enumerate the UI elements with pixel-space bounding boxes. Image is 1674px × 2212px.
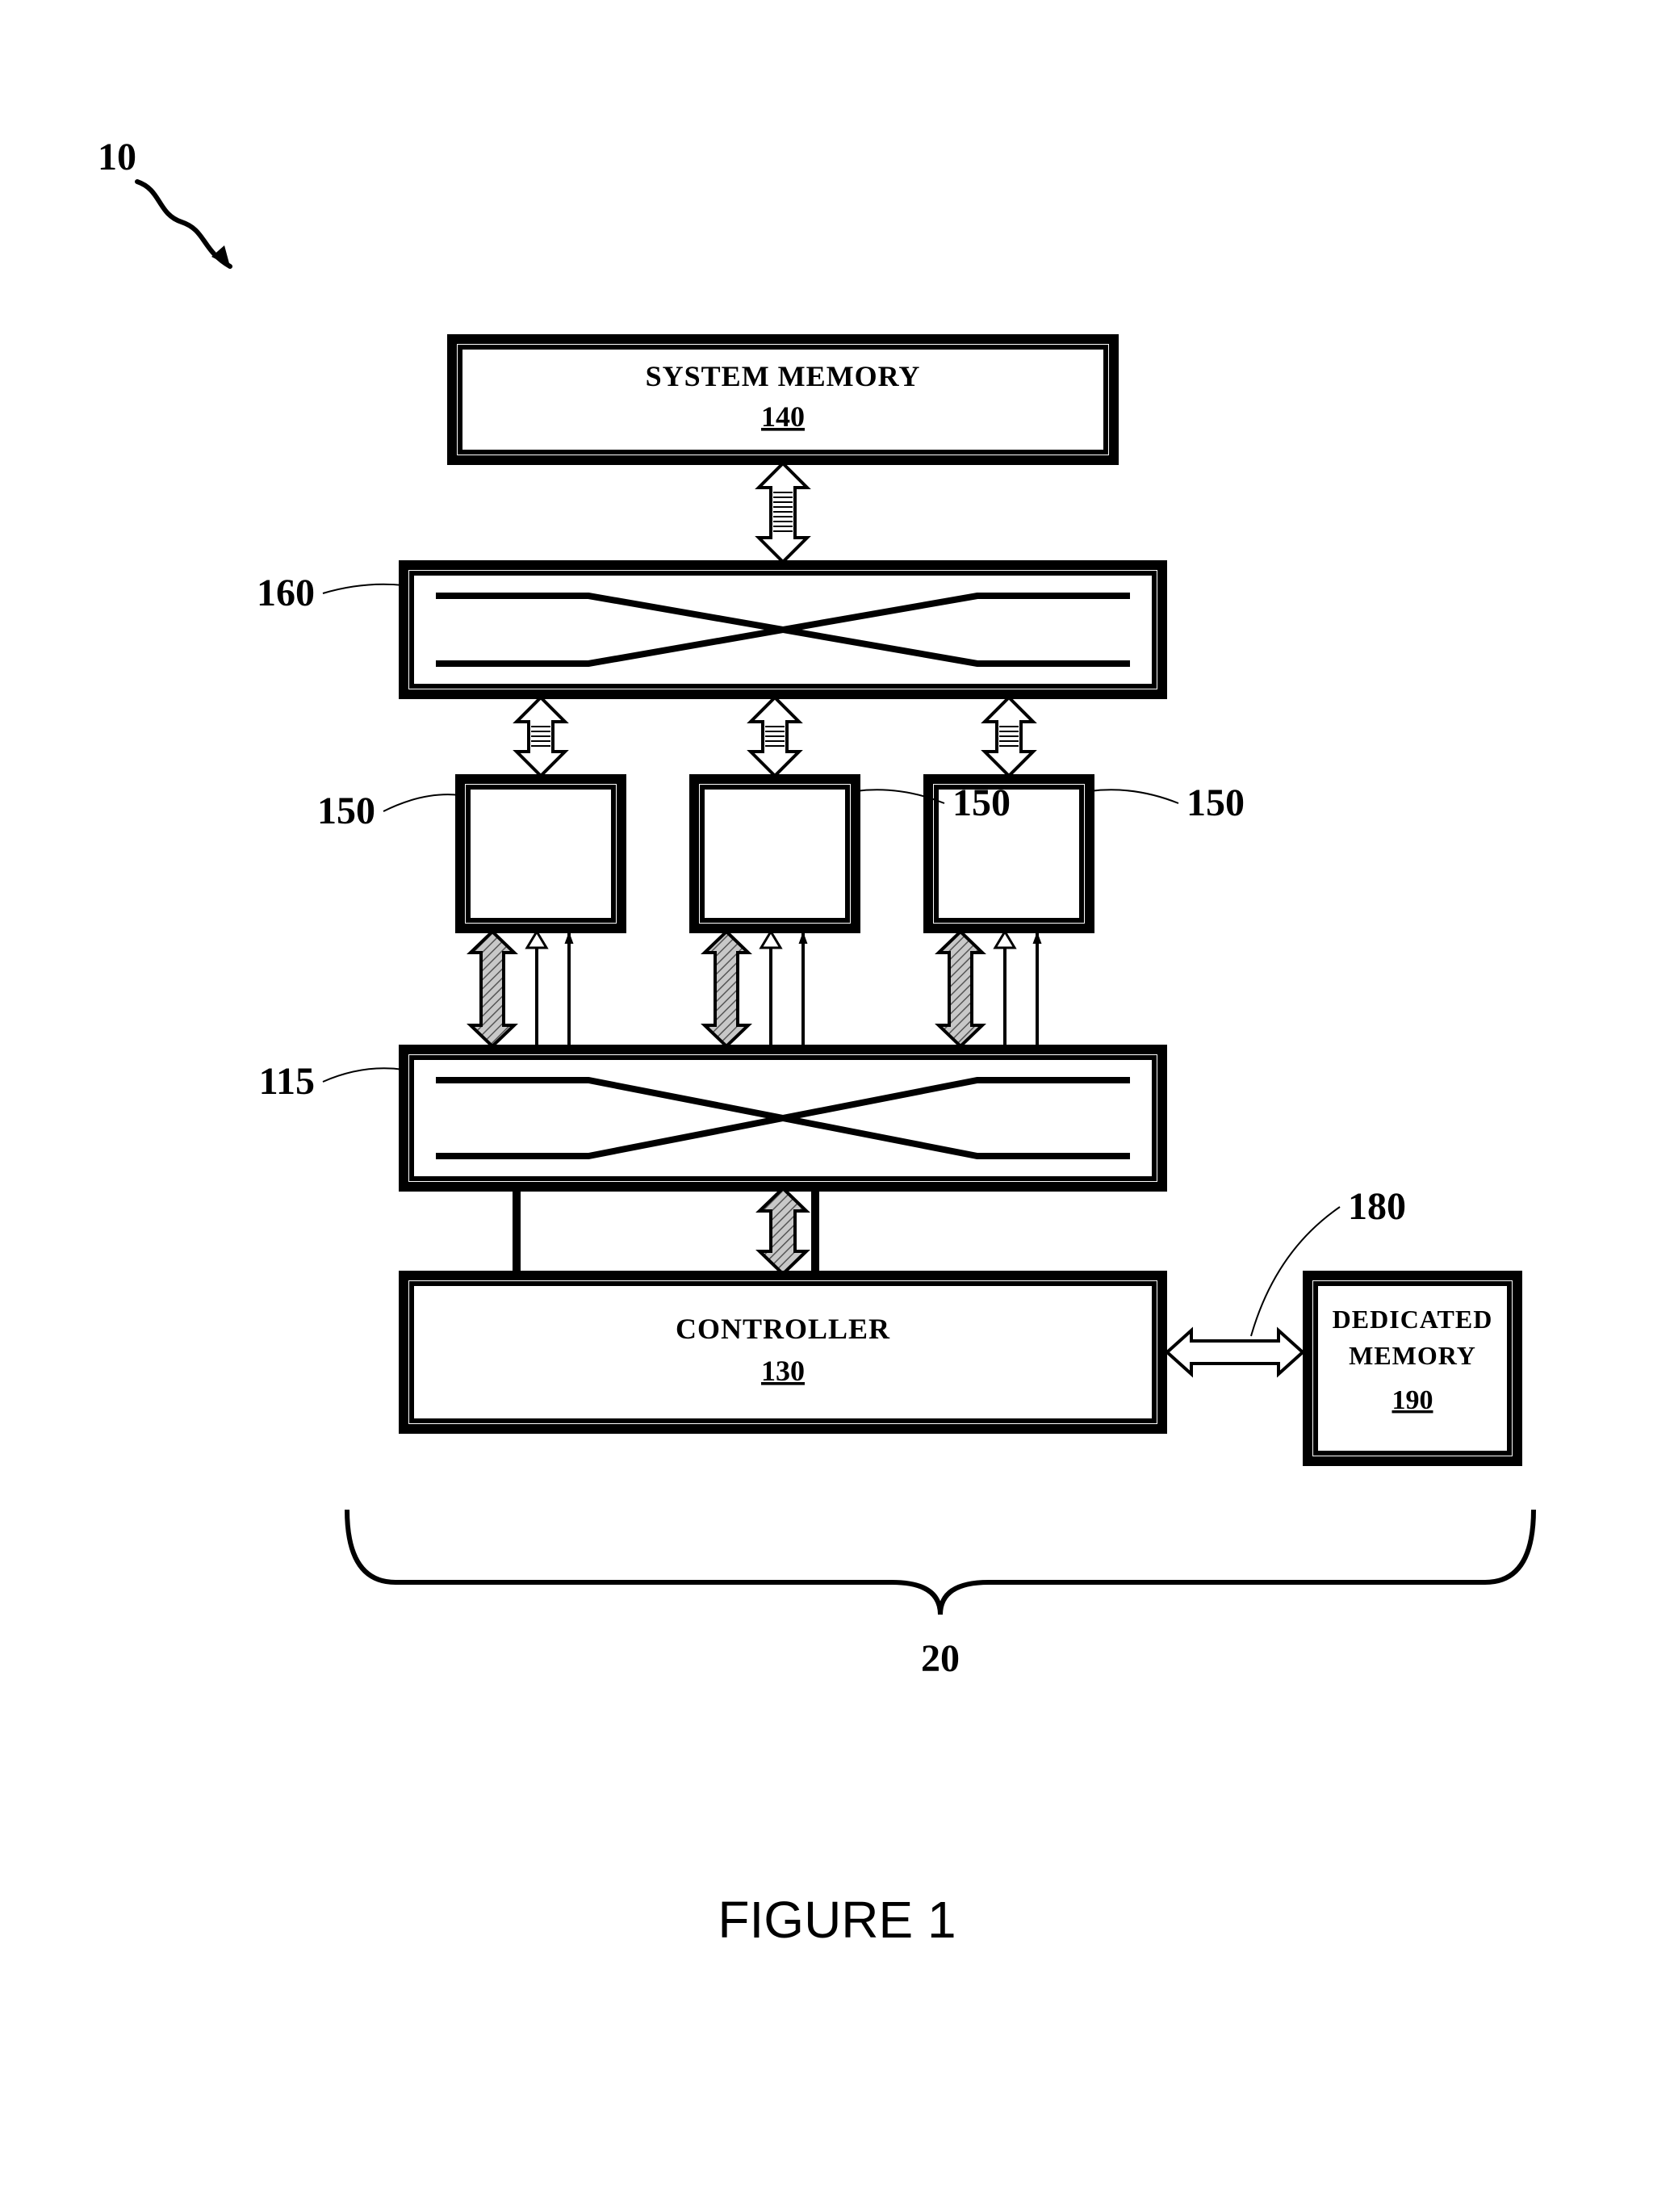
arrow-crossbar1-cell1: [517, 698, 565, 776]
cell-box-1: [460, 779, 621, 928]
controller-title: CONTROLLER: [676, 1313, 890, 1345]
leader-160: [323, 584, 404, 593]
arrow-open-cell2: [761, 932, 781, 1046]
arrow-crossbar1-cell2: [751, 698, 799, 776]
arrow-sysmem-crossbar1: [759, 463, 807, 562]
arrow-thin-cell3: [1033, 932, 1042, 1046]
arrow-thin-cell2: [799, 932, 808, 1046]
dedicated-memory-num: 190: [1392, 1385, 1433, 1415]
system-memory-box: SYSTEM MEMORY 140: [452, 339, 1114, 460]
figure-ref-arrow: [137, 182, 230, 266]
arrow-controller-dedmem: [1167, 1330, 1303, 1374]
lower-crossbar-box: [404, 1049, 1162, 1187]
ref-20: 20: [921, 1637, 960, 1680]
arrow-thin-cell1: [565, 932, 574, 1046]
system-memory-title: SYSTEM MEMORY: [646, 360, 921, 392]
system-memory-num: 140: [761, 400, 805, 433]
arrow-open-cell3: [995, 932, 1015, 1046]
controller-box: CONTROLLER 130: [404, 1276, 1162, 1429]
arrow-tex-cell2: [705, 932, 748, 1046]
ref-180: 180: [1348, 1185, 1406, 1228]
dedicated-memory-box: DEDICATED MEMORY 190: [1308, 1276, 1517, 1461]
dedicated-memory-title1: DEDICATED: [1333, 1305, 1493, 1334]
cell-box-2: [694, 779, 856, 928]
arrow-crossbar1-cell3: [985, 698, 1033, 776]
controller-num: 130: [761, 1355, 805, 1387]
arrow-open-cell1: [527, 932, 546, 1046]
group-brace: [347, 1510, 1534, 1615]
ref-150-left: 150: [317, 790, 375, 832]
upper-crossbar-box: [404, 565, 1162, 694]
figure-title: FIGURE 1: [718, 1891, 956, 1949]
arrow-tex-cell3: [939, 932, 982, 1046]
ref-115: 115: [259, 1060, 315, 1103]
arrow-crossbar2-controller: [760, 1188, 806, 1274]
figure-ref-10: 10: [98, 136, 136, 178]
arrow-tex-cell1: [471, 932, 514, 1046]
ref-150-right: 150: [1186, 781, 1245, 824]
ref-150-mid: 150: [952, 781, 1011, 824]
ref-160: 160: [257, 572, 315, 614]
dedicated-memory-title2: MEMORY: [1349, 1341, 1476, 1370]
